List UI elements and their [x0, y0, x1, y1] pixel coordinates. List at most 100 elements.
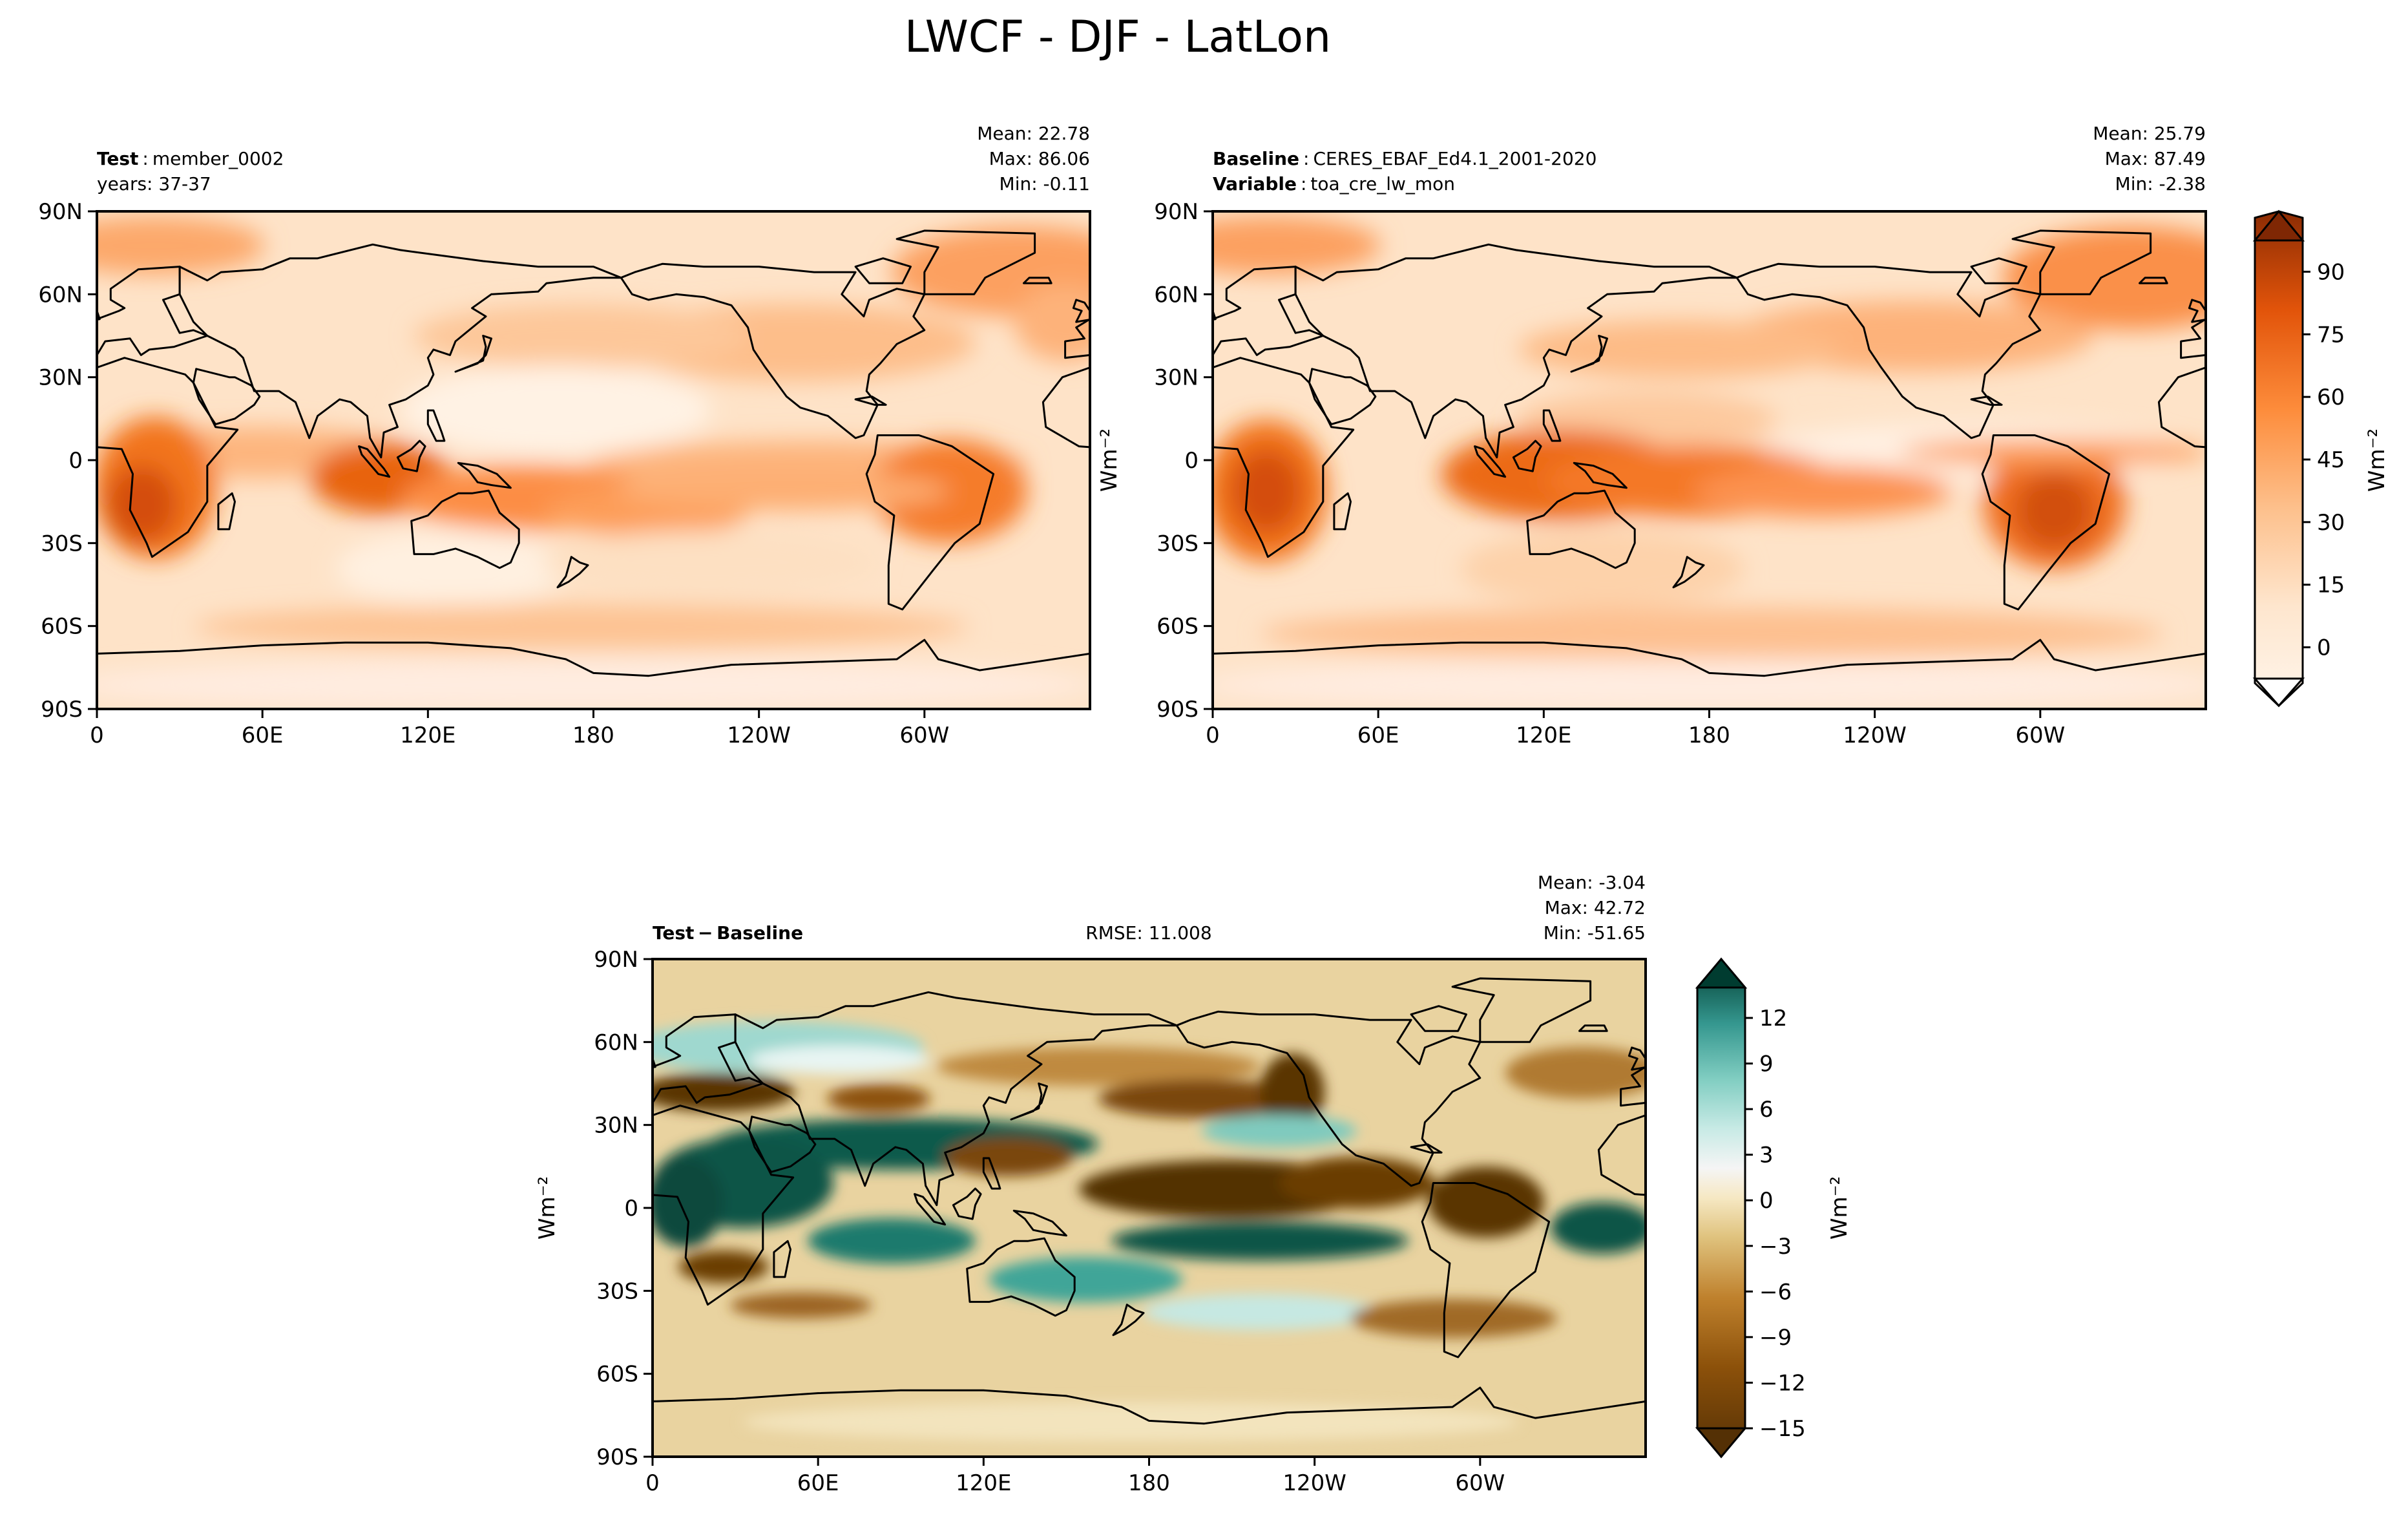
coastline-newzealand — [1112, 1304, 1145, 1337]
lon-tick-label: 0 — [1206, 723, 1220, 748]
coastline-sumatra — [914, 1193, 947, 1226]
coastline-britain — [1628, 1046, 1646, 1071]
coastline-sumatra — [1474, 445, 1507, 478]
coastline-britain — [1072, 299, 1090, 323]
lat-tick-label: 90N — [1154, 199, 1199, 225]
coastline-britain — [2188, 299, 2206, 323]
panel-baseline-max: Max: 87.49 — [2105, 148, 2206, 169]
lon-tick-label: 60E — [1357, 723, 1399, 748]
colorbar-bottom-under-extend — [1695, 1427, 1748, 1459]
lat-tick-label: 90S — [41, 697, 83, 723]
colorbar-top-under-extend — [2252, 677, 2305, 708]
coastline-iceland — [2139, 277, 2168, 284]
coastline-cuba — [1970, 396, 2003, 406]
panel-diff-rmse: RMSE: 11.008 — [1085, 922, 1211, 944]
coastline-newguinea — [1573, 461, 1628, 489]
lon-tick-label: 120W — [1843, 723, 1907, 748]
coastline-newzealand — [556, 556, 589, 589]
coastline-iceland — [1578, 1024, 1608, 1032]
panel-diff-field — [653, 959, 1646, 1457]
panel-baseline-title: Baseline: CERES_EBAF_Ed4.1_2001-2020 — [1213, 148, 1597, 169]
colorbar-bottom-ticks: 12 9 6 3 0 −3 −6 −9 −12 −15 — [1745, 1006, 1806, 1442]
colorbar-bottom-over-extend — [1695, 957, 1748, 989]
colorbar-tick-label: −9 — [1759, 1325, 1792, 1351]
lon-tick-label: 120W — [727, 723, 791, 748]
coastline-britain — [97, 309, 101, 321]
panel-test-field — [97, 211, 1090, 709]
lon-tick-label: 120W — [1283, 1470, 1346, 1496]
lon-tick-label: 60E — [242, 723, 284, 748]
colorbar-tick-label: 60 — [2317, 385, 2345, 410]
lat-tick-label: 30S — [1157, 531, 1199, 556]
colorbar-top: 90 75 60 45 30 15 0 Wm⁻² — [2252, 209, 2390, 708]
coastline-asia — [178, 243, 622, 459]
lat-tick-label: 30N — [1154, 365, 1199, 391]
colorbar-tick-label: −6 — [1759, 1279, 1792, 1305]
panel-diff-min: Min: -51.65 — [1544, 922, 1646, 944]
lon-tick-label: 0 — [645, 1470, 660, 1496]
panel-test-subtitle: years: 37-37 — [97, 173, 211, 195]
coastline-namerica — [1735, 262, 2042, 439]
lat-tick-label: 60S — [596, 1362, 638, 1388]
colorbar-tick-label: 6 — [1759, 1097, 1774, 1123]
coastline-madagascar — [217, 492, 236, 531]
coastline-madagascar — [1333, 492, 1352, 531]
coastline-newzealand — [1672, 556, 1705, 589]
coastlines-baseline — [1213, 229, 2206, 709]
coastline-antarctica — [1213, 639, 2206, 709]
coastline-borneo — [396, 439, 426, 472]
colorbar-tick-label: 75 — [2317, 322, 2345, 348]
lat-tick-label: 0 — [68, 448, 83, 474]
colorbar-tick-label: −3 — [1759, 1234, 1792, 1260]
lon-tick-label: 60W — [1455, 1470, 1505, 1496]
coastline-britain — [653, 1057, 656, 1069]
colorbar-tick-label: 3 — [1759, 1143, 1774, 1168]
lon-tick-label: 60E — [797, 1470, 839, 1496]
coastline-antarctica — [97, 639, 1090, 709]
lat-tick-label: 60S — [1157, 614, 1199, 640]
coastlines-test — [97, 229, 1090, 709]
panel-diff-max: Max: 42.72 — [1545, 897, 1646, 918]
coastline-samerica — [1421, 1182, 1551, 1358]
colorbar-tick-label: 45 — [2317, 447, 2345, 473]
coastline-greenland — [2011, 229, 2152, 295]
lat-tick-label: 0 — [624, 1196, 638, 1221]
panel-baseline-subtitle: Variable: toa_cre_lw_mon — [1213, 173, 1455, 195]
coastline-namerica — [620, 262, 926, 439]
coastline-australia — [410, 489, 520, 569]
colorbar-tick-label: −15 — [1759, 1416, 1806, 1442]
lat-tick-label: 60S — [41, 614, 83, 640]
coastline-africa — [1213, 357, 1355, 558]
lat-tick-label: 60N — [594, 1030, 638, 1055]
colorbar-tick-label: 9 — [1759, 1052, 1774, 1077]
panel-test-title: Test: member_0002 — [97, 148, 284, 169]
coastline-arabia — [1308, 368, 1377, 425]
panel-diff-mean: Mean: -3.04 — [1538, 872, 1646, 893]
colorbar-bottom-label: Wm⁻² — [1827, 1176, 1852, 1240]
colorbar-tick-label: 12 — [1759, 1006, 1787, 1031]
coastline-europe — [97, 266, 209, 356]
lat-tick-label: 90S — [596, 1444, 638, 1470]
lat-tick-label: 30S — [41, 531, 83, 556]
panel-baseline-min: Min: -2.38 — [2115, 173, 2206, 195]
coastline-baffin — [854, 257, 912, 284]
coastlines-difference — [653, 977, 1646, 1457]
coastline-newguinea — [457, 461, 512, 489]
coastline-europe — [653, 1013, 764, 1104]
panel-baseline-mean: Mean: 25.79 — [2093, 123, 2206, 144]
coastline-asia — [1294, 243, 1738, 459]
colorbar-top-label: Wm⁻² — [2364, 428, 2390, 492]
coastline-australia — [966, 1237, 1076, 1317]
colorbar-bottom-body — [1696, 957, 1746, 1459]
lon-tick-label: 180 — [1688, 723, 1730, 748]
lon-tick-label: 0 — [90, 723, 104, 748]
lat-tick-label: 90S — [1157, 697, 1199, 723]
colorbar-top-ticks: 90 75 60 45 30 15 0 — [2303, 259, 2345, 661]
colorbar-top-body — [2254, 210, 2304, 708]
ylabel-middle: Wm⁻² — [1096, 428, 1122, 492]
coastline-iceland — [1023, 277, 1052, 284]
lat-tick-label: 0 — [1184, 448, 1199, 474]
ylabel-difference: Wm⁻² — [534, 1176, 560, 1240]
lon-tick-label: 60W — [2015, 723, 2065, 748]
figure-title: LWCF - DJF - LatLon — [905, 12, 1331, 63]
